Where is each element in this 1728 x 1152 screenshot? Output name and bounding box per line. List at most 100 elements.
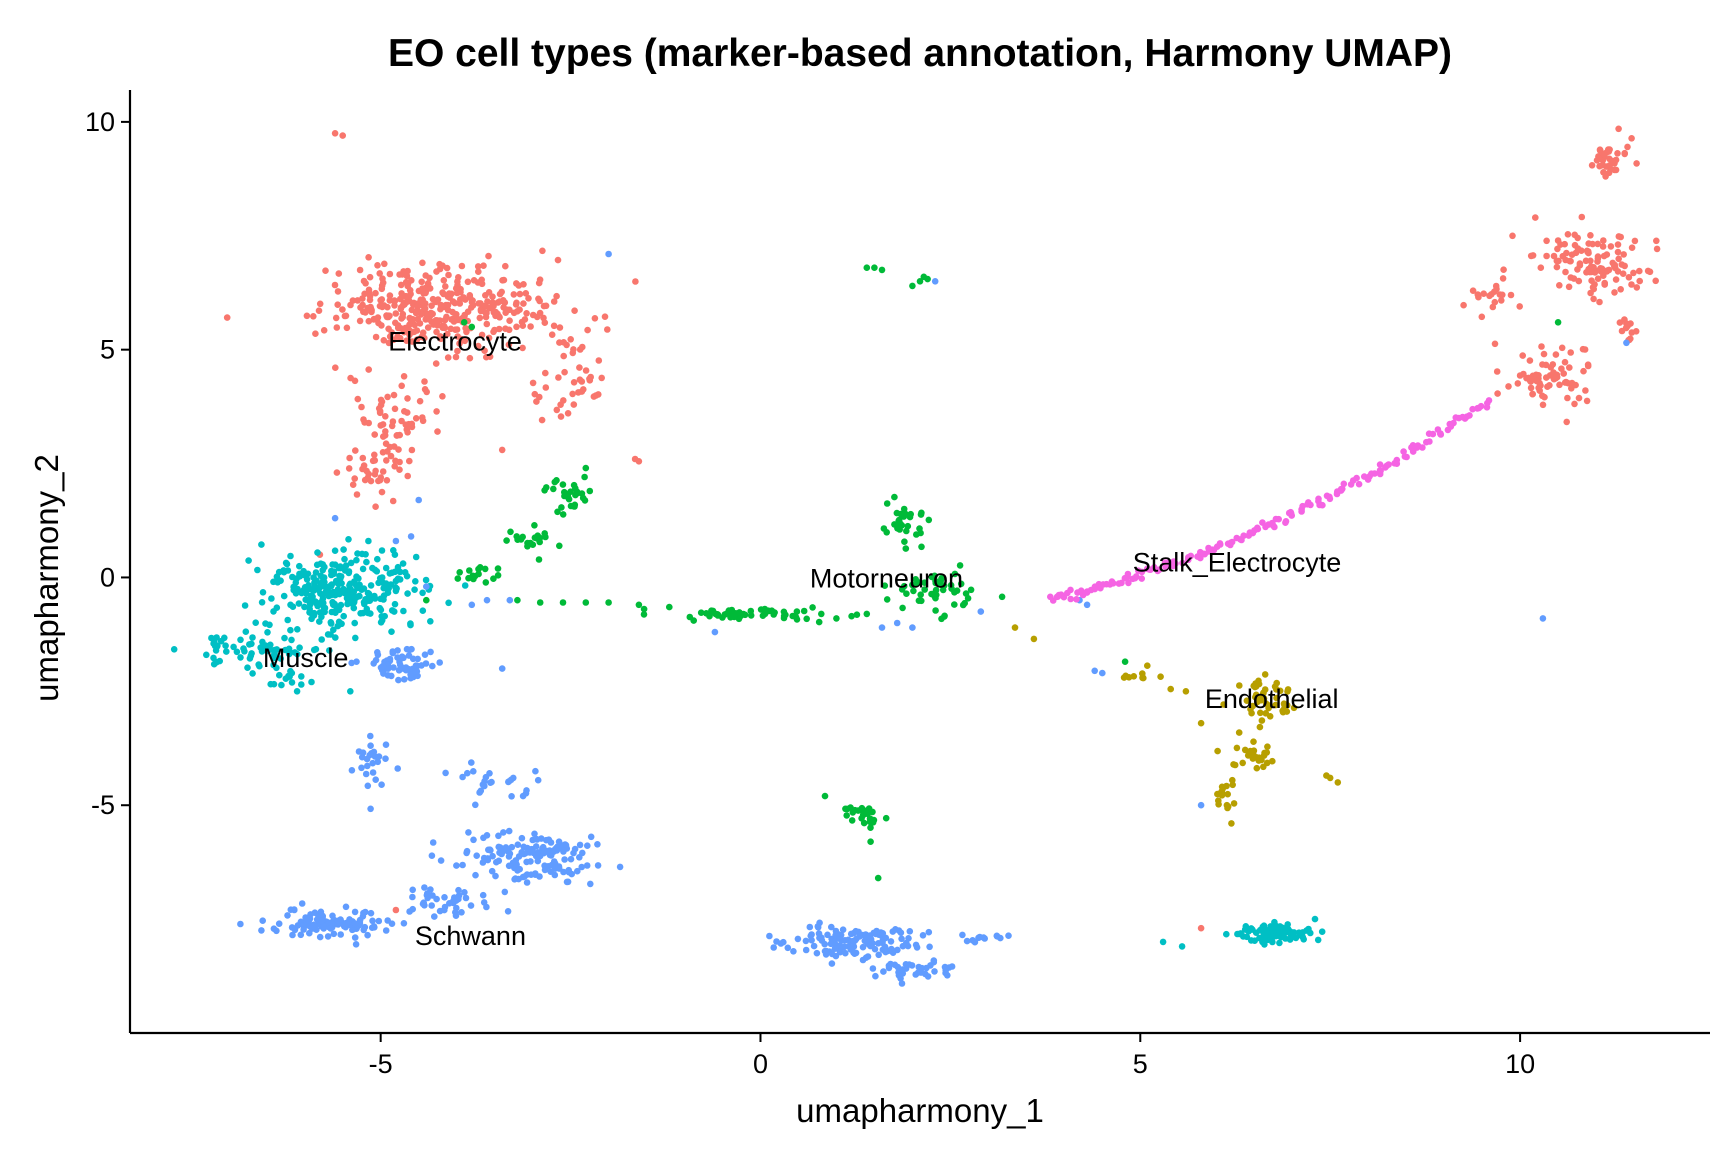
point-electrocyte	[591, 315, 599, 322]
point-schwann	[882, 948, 889, 956]
point-electrocyte	[1543, 237, 1550, 245]
point-schwann	[594, 841, 601, 848]
point-electrocyte	[555, 374, 562, 381]
point-muscle	[326, 647, 333, 654]
point-muscle	[214, 642, 221, 650]
point-electrocyte	[365, 366, 373, 373]
point-electrocyte	[1587, 263, 1595, 271]
point-muscle	[371, 566, 379, 574]
point-schwann	[419, 900, 427, 908]
point-motorneuron	[476, 564, 484, 571]
point-schwann	[807, 932, 814, 940]
point-motorneuron	[780, 608, 788, 616]
point-schwann	[489, 852, 496, 860]
point-electrocyte	[515, 282, 523, 289]
point-muscle	[296, 562, 303, 570]
point-electrocyte	[1533, 377, 1540, 385]
point-schwann	[367, 805, 374, 813]
point-electrocyte	[433, 408, 440, 415]
point-motorneuron	[559, 511, 567, 518]
point-electrocyte	[485, 334, 493, 342]
point-electrocyte	[378, 488, 386, 496]
point-stalk-electrocyte	[1138, 575, 1145, 582]
point-muscle	[1276, 939, 1283, 947]
point-muscle	[1241, 926, 1249, 933]
point-motorneuron	[998, 593, 1006, 601]
point-schwann	[318, 917, 325, 925]
point-muscle	[287, 626, 294, 634]
point-electrocyte	[521, 316, 529, 323]
point-electrocyte	[535, 295, 542, 303]
point-endothelial	[1263, 749, 1271, 756]
point-muscle	[288, 679, 296, 686]
point-electrocyte	[1611, 166, 1618, 174]
point-schwann	[467, 902, 475, 909]
point-schwann	[428, 852, 436, 859]
point-electrocyte	[1527, 252, 1535, 260]
point-endothelial	[1263, 759, 1271, 767]
point-schwann	[574, 867, 581, 875]
point-muscle	[461, 582, 469, 589]
point-schwann	[418, 662, 425, 669]
point-electrocyte	[1486, 292, 1493, 300]
point-electrocyte	[365, 317, 373, 325]
point-schwann	[587, 880, 594, 888]
point-electrocyte	[604, 326, 611, 333]
point-electrocyte	[1493, 368, 1501, 375]
point-electrocyte	[442, 283, 449, 290]
point-electrocyte	[383, 312, 391, 320]
point-electrocyte	[382, 440, 390, 448]
point-stalk-electrocyte	[1135, 567, 1142, 574]
point-endothelial	[1254, 698, 1261, 706]
point-endothelial	[1266, 713, 1274, 720]
point-electrocyte	[362, 309, 369, 316]
point-stalk-electrocyte	[1099, 581, 1107, 588]
point-endothelial	[1247, 747, 1254, 755]
point-motorneuron	[867, 838, 874, 845]
point-schwann	[1539, 615, 1547, 622]
point-electrocyte	[380, 337, 388, 344]
point-muscle	[262, 620, 269, 627]
cluster-label-motorneuron: Motorneuron	[810, 563, 963, 593]
point-stalk-electrocyte	[1275, 515, 1282, 523]
point-schwann	[371, 924, 378, 931]
point-electrocyte	[478, 331, 486, 339]
point-schwann	[770, 944, 777, 951]
point-electrocyte	[1615, 125, 1622, 133]
point-electrocyte	[1556, 381, 1563, 389]
point-electrocyte	[398, 417, 405, 425]
point-endothelial	[1260, 689, 1267, 696]
point-motorneuron	[815, 618, 823, 626]
point-electrocyte	[401, 408, 408, 415]
point-schwann	[885, 964, 893, 972]
point-motorneuron	[941, 612, 948, 620]
point-schwann	[468, 601, 476, 609]
point-muscle	[355, 592, 363, 600]
point-endothelial	[1125, 674, 1133, 681]
point-stalk-electrocyte	[1121, 574, 1129, 582]
point-muscle	[382, 564, 390, 572]
point-motorneuron	[901, 538, 908, 545]
point-motorneuron	[757, 606, 765, 613]
point-electrocyte	[567, 336, 574, 343]
point-electrocyte	[331, 130, 339, 137]
point-motorneuron	[728, 613, 735, 620]
point-motorneuron	[900, 582, 908, 590]
point-endothelial	[1253, 764, 1261, 772]
point-schwann	[1005, 932, 1012, 939]
point-motorneuron	[468, 323, 476, 331]
point-electrocyte	[1625, 274, 1633, 281]
point-electrocyte	[1594, 240, 1601, 248]
point-muscle	[332, 634, 339, 641]
point-stalk-electrocyte	[1383, 462, 1390, 470]
point-muscle	[213, 634, 220, 641]
point-schwann	[555, 838, 563, 845]
point-schwann	[459, 861, 466, 869]
point-electrocyte	[448, 316, 455, 323]
point-electrocyte	[570, 401, 578, 408]
point-endothelial	[1120, 674, 1128, 681]
point-electrocyte	[1571, 231, 1578, 239]
point-motorneuron	[571, 503, 578, 510]
point-schwann	[1099, 669, 1106, 677]
point-electrocyte	[408, 420, 416, 428]
